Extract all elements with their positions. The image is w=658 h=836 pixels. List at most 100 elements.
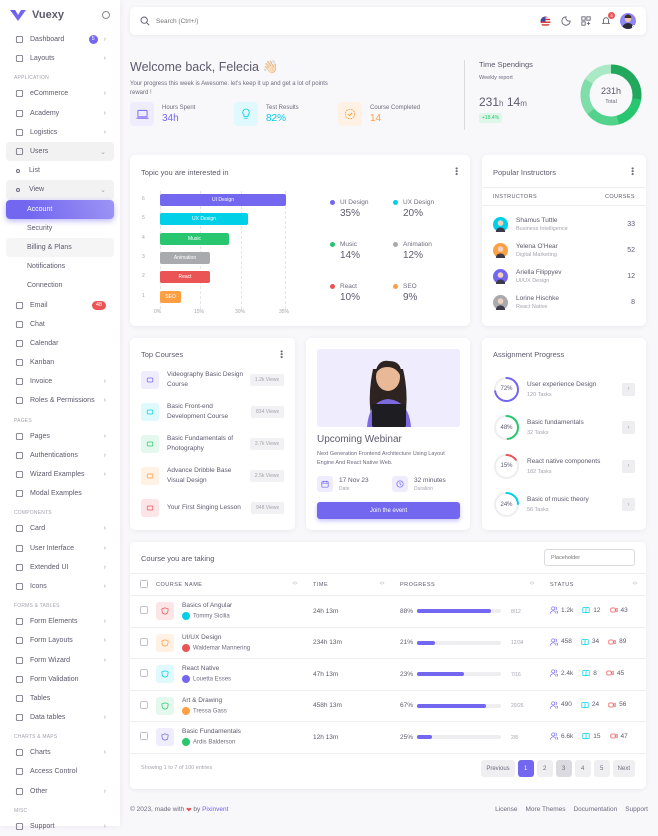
moon-icon[interactable]: [560, 16, 571, 27]
sidebar-item-academy[interactable]: Academy ›: [6, 104, 114, 123]
sidebar-item-card[interactable]: Card ›: [6, 519, 114, 538]
sidebar-item-layouts[interactable]: Layouts ›: [6, 49, 114, 68]
sidebar-item-charts[interactable]: Charts ›: [6, 743, 114, 762]
sidebar-item-calendar[interactable]: Calendar: [6, 334, 114, 353]
assignment-item[interactable]: 15% React native components 182 Tasks ›: [482, 447, 646, 486]
pagination-page-1[interactable]: 1: [517, 760, 534, 777]
select-all-checkbox[interactable]: [140, 579, 148, 588]
sort-icon[interactable]: ︿ ﹀: [632, 579, 638, 589]
sidebar-item-data-tables[interactable]: Data tables ›: [6, 708, 114, 727]
sidebar-item-invoice[interactable]: Invoice ›: [6, 372, 114, 391]
sidebar-item-form-wizard[interactable]: Form Wizard ›: [6, 650, 114, 669]
sort-icon[interactable]: ︿ ﹀: [379, 579, 385, 589]
sidebar-item-chat[interactable]: Chat: [6, 315, 114, 334]
top-course-item[interactable]: Basic Front-end Development Course 834 Vi…: [130, 396, 295, 428]
sidebar-item-modal-examples[interactable]: Modal Examples: [6, 484, 114, 503]
sidebar-item-security[interactable]: Security: [6, 219, 114, 238]
sidebar-item-logistics[interactable]: Logistics ›: [6, 123, 114, 142]
sidebar-item-billing-plans[interactable]: Billing & Plans: [6, 237, 114, 258]
bell-icon[interactable]: 4: [600, 11, 615, 27]
sort-icon[interactable]: ︿ ﹀: [292, 579, 298, 589]
search-input[interactable]: [156, 17, 356, 25]
sidebar-item-form-validation[interactable]: Form Validation: [6, 670, 114, 689]
pagination-next[interactable]: Next: [612, 760, 635, 777]
sidebar-item-kanban[interactable]: Kanban: [6, 353, 114, 372]
instructor-row[interactable]: Lorine Hischke React Native 8: [482, 289, 646, 315]
sidebar-item-view[interactable]: View ⌄: [6, 180, 114, 200]
col-status[interactable]: STATUS ︿ ﹀: [543, 573, 646, 596]
sidebar-item-email[interactable]: Email 48: [6, 295, 114, 314]
sidebar-item-tables[interactable]: Tables: [6, 689, 114, 708]
sidebar-item-form-layouts[interactable]: Form Layouts ›: [6, 631, 114, 650]
sidebar-item-pages[interactable]: Pages ›: [6, 427, 114, 446]
more-options-icon[interactable]: •••: [628, 167, 637, 176]
pagination-page-3[interactable]: 3: [555, 760, 572, 777]
pagination-page-5[interactable]: 5: [593, 760, 610, 777]
row-checkbox[interactable]: [140, 732, 148, 741]
sidebar-item-list[interactable]: List: [6, 161, 114, 180]
sidebar-item-ecommerce[interactable]: eCommerce ›: [6, 84, 114, 103]
bar-seo[interactable]: SEO: [160, 290, 181, 303]
sidebar-item-extended-ui[interactable]: Extended UI ›: [6, 558, 114, 577]
sidebar-item-notifications[interactable]: Notifications: [6, 257, 114, 276]
sort-icon[interactable]: ︿ ﹀: [529, 579, 535, 589]
instructor-row[interactable]: Yelena O'Hear Digital Marketing 52: [482, 237, 646, 263]
sidebar-item-account[interactable]: Account: [6, 199, 114, 219]
course-name[interactable]: React Native: [182, 665, 220, 673]
more-options-icon[interactable]: •••: [277, 350, 286, 359]
footer-link-documentation[interactable]: Documentation: [573, 806, 618, 813]
chevron-right-button[interactable]: ›: [622, 498, 635, 512]
top-course-item[interactable]: Basic Fundamentals of Photography 3.7k Vi…: [130, 428, 295, 460]
us-flag-icon[interactable]: [540, 15, 551, 27]
chevron-right-button[interactable]: ›: [622, 421, 635, 435]
sidebar-item-other[interactable]: Other ›: [6, 782, 114, 801]
sidebar-item-authentications[interactable]: Authentications ›: [6, 446, 114, 465]
course-name[interactable]: Art & Drawing: [182, 696, 223, 704]
sidebar-item-user-interface[interactable]: User Interface ›: [6, 539, 114, 558]
sidebar-item-icons[interactable]: Icons ›: [6, 577, 114, 596]
sidebar-toggle-icon[interactable]: [102, 11, 110, 19]
assignment-item[interactable]: 24% Basic of music theory 56 Tasks ›: [482, 486, 646, 525]
user-avatar[interactable]: [620, 13, 636, 29]
assignment-item[interactable]: 48% Basic fundamentals 32 Tasks ›: [482, 409, 646, 448]
sidebar-item-roles-permissions[interactable]: Roles & Permissions ›: [6, 391, 114, 410]
search-icon[interactable]: [140, 16, 150, 26]
brand[interactable]: Vuexy: [0, 0, 120, 30]
table-filter-input[interactable]: [544, 549, 635, 566]
pagination-page-4[interactable]: 4: [574, 760, 591, 777]
row-checkbox[interactable]: [140, 669, 148, 678]
footer-link-license[interactable]: License: [495, 806, 518, 813]
footer-link-more-themes[interactable]: More Themes: [525, 806, 566, 813]
sidebar-item-dashboard[interactable]: Dashboard 5 ›: [6, 30, 114, 49]
pagination-page-2[interactable]: 2: [536, 760, 553, 777]
sidebar-item-connection[interactable]: Connection: [6, 276, 114, 295]
instructor-row[interactable]: Ariella Filippyev UI/UX Design 12: [482, 263, 646, 289]
bar-ui-design[interactable]: UI Design: [160, 194, 286, 206]
more-options-icon[interactable]: •••: [452, 167, 461, 176]
assignment-item[interactable]: 72% User experience Design 120 Tasks ›: [482, 370, 646, 409]
bar-music[interactable]: Music: [160, 232, 229, 245]
col-time[interactable]: TIME ︿ ﹀: [306, 573, 393, 596]
row-checkbox[interactable]: [140, 606, 148, 615]
row-checkbox[interactable]: [140, 700, 148, 709]
col-course-name[interactable]: COURSE NAME ︿ ﹀: [156, 573, 306, 596]
sidebar-item-users[interactable]: Users ⌄: [6, 141, 114, 162]
footer-link-support[interactable]: Support: [625, 806, 648, 813]
sidebar-item-support[interactable]: Support ›: [6, 817, 114, 836]
chevron-right-button[interactable]: ›: [622, 382, 635, 396]
course-name[interactable]: Basics of Angular: [182, 602, 233, 610]
instructor-row[interactable]: Shamus Tuttle Business Intelligence 33: [482, 211, 646, 237]
chevron-right-button[interactable]: ›: [622, 459, 635, 473]
sidebar-item-form-elements[interactable]: Form Elements ›: [6, 612, 114, 631]
bar-ux-design[interactable]: UX Design: [160, 213, 248, 226]
course-name[interactable]: Basic Fundamentals: [182, 728, 241, 736]
shortcuts-icon[interactable]: [580, 16, 591, 27]
row-checkbox[interactable]: [140, 637, 148, 646]
sidebar-item-wizard-examples[interactable]: Wizard Examples ›: [6, 465, 114, 484]
join-event-button[interactable]: Join the event: [317, 502, 460, 519]
bar-react[interactable]: React: [160, 271, 210, 284]
pagination-previous[interactable]: Previous: [481, 760, 515, 777]
bar-animation[interactable]: Animation: [160, 251, 210, 264]
company-link[interactable]: Pixinvent: [202, 806, 229, 813]
top-course-item[interactable]: Videography Basic Design Course 1.2k View…: [130, 364, 295, 396]
